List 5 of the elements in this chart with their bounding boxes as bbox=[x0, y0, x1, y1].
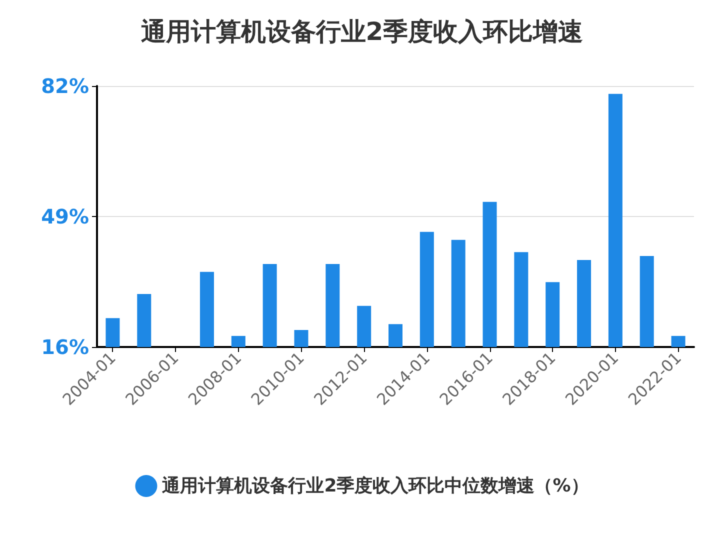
y-tick-label: 49% bbox=[41, 204, 89, 228]
y-tick-label: 82% bbox=[41, 74, 89, 98]
y-tick-label: 16% bbox=[41, 335, 89, 359]
legend-label: 通用计算机设备行业2季度收入环比中位数增速（%） bbox=[161, 476, 589, 496]
chart-title: 通用计算机设备行业2季度收入环比增速 bbox=[140, 17, 584, 46]
